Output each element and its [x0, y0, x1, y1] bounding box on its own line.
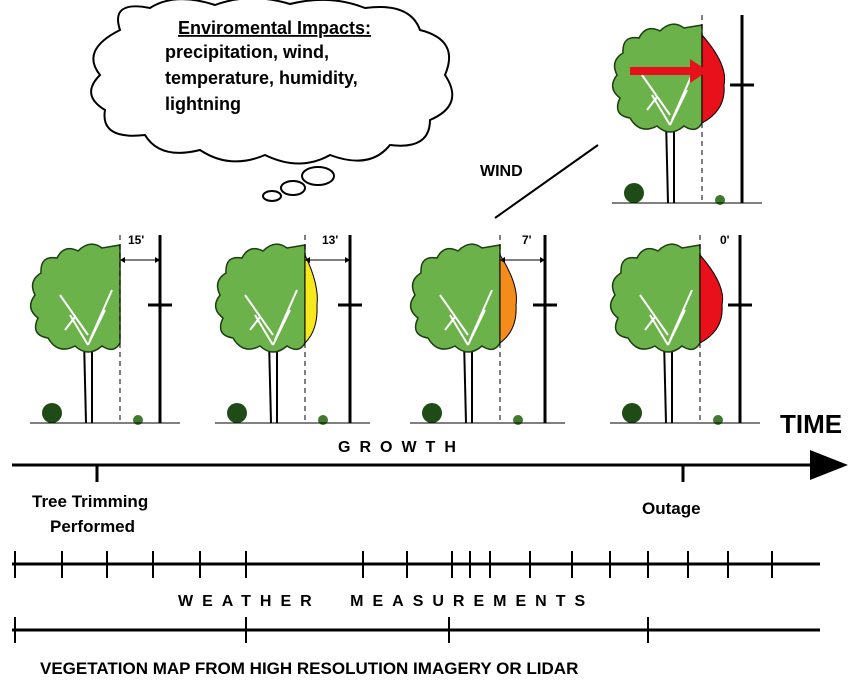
dim-arrow	[305, 257, 350, 263]
dim-arrow	[500, 257, 545, 263]
event-label: Outage	[642, 499, 701, 518]
scene	[609, 235, 760, 425]
wind-line	[494, 144, 599, 219]
growth-label: GROWTH	[338, 439, 465, 456]
wind-label: WIND	[480, 163, 523, 180]
event-label: Performed	[50, 517, 135, 536]
cloud-bubble	[301, 166, 335, 186]
bush	[624, 183, 644, 203]
cloud-line: temperature, humidity,	[165, 68, 358, 88]
growth-patch	[304, 254, 318, 345]
cloud-title: Enviromental Impacts:	[178, 18, 371, 38]
tree-canopy	[214, 243, 306, 353]
time-label: TIME	[780, 409, 842, 439]
scene	[409, 235, 565, 425]
clearance-label: 7'	[522, 233, 532, 247]
tree-branches	[59, 289, 113, 346]
cloud-bubble	[280, 180, 306, 196]
tree-branches	[244, 289, 298, 346]
bush	[227, 403, 247, 423]
bush	[42, 403, 62, 423]
tree-canopy	[409, 243, 501, 353]
tree-branches	[641, 69, 695, 126]
trunk	[268, 339, 272, 424]
trunk	[665, 119, 669, 204]
scene	[29, 235, 180, 425]
clearance-label: 0'	[720, 233, 730, 247]
event-label: Tree Trimming	[32, 492, 148, 511]
scene	[214, 235, 370, 425]
scenes	[29, 15, 762, 425]
dim-arrow	[120, 257, 160, 263]
clearance-label: 13'	[322, 233, 338, 247]
tree-branches	[639, 289, 693, 346]
tree-branches	[439, 289, 493, 346]
trunk	[463, 339, 467, 424]
vegetation-ticks	[14, 617, 649, 643]
vegetation-label: VEGETATION MAP FROM HIGH RESOLUTION IMAG…	[40, 659, 578, 678]
cloud-bubble	[262, 190, 282, 202]
trunk	[663, 339, 667, 424]
growth-patch	[701, 33, 726, 124]
cloud-line: precipitation, wind,	[165, 42, 329, 62]
thought-cloud	[90, 0, 454, 165]
bush	[622, 403, 642, 423]
tree-canopy	[611, 23, 703, 133]
weather-label: WEATHER MEASUREMENTS	[178, 593, 594, 610]
bush	[422, 403, 442, 423]
time-arrowhead	[810, 450, 848, 480]
cloud-line: lightning	[165, 94, 241, 114]
growth-patch	[699, 253, 724, 344]
trunk	[83, 339, 87, 424]
growth-patch	[499, 253, 517, 344]
tree-canopy	[609, 243, 701, 353]
clearance-label: 15'	[128, 233, 144, 247]
scene	[611, 15, 762, 205]
weather-ticks	[14, 551, 773, 578]
wind-arrow	[630, 59, 708, 83]
tree-canopy	[29, 243, 121, 353]
